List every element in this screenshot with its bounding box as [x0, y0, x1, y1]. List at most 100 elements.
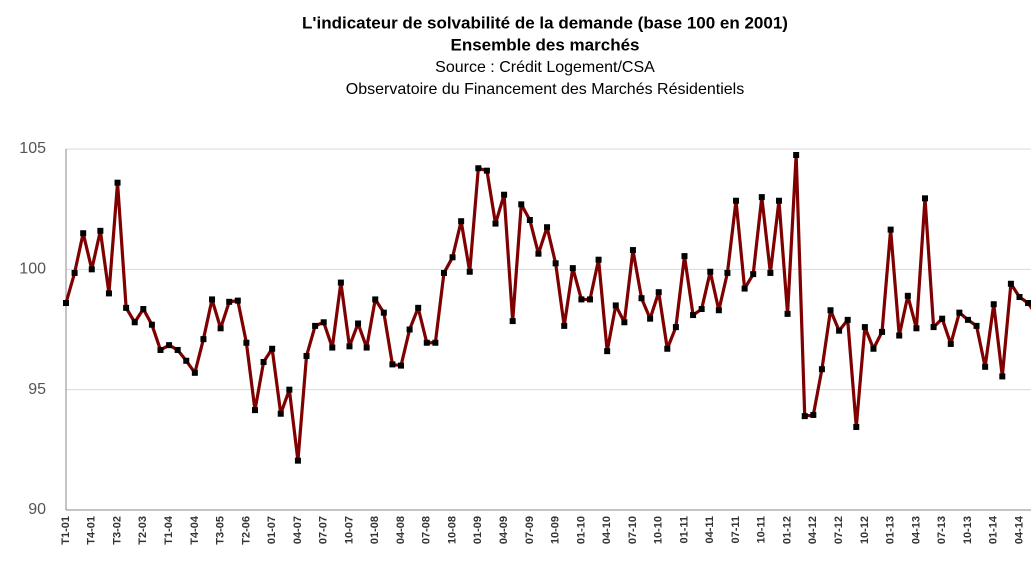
point-marker [741, 285, 748, 292]
point-marker [655, 289, 662, 296]
y-tick-label: 95 [28, 381, 46, 398]
point-marker [887, 226, 894, 233]
chart-subtitle: Ensemble des marchés [451, 35, 640, 54]
point-marker [449, 254, 456, 261]
x-tick-label: 10-07 [343, 516, 355, 544]
point-marker [879, 328, 886, 335]
point-marker [191, 369, 198, 376]
x-tick-label: 04-12 [807, 516, 819, 544]
point-marker [750, 271, 757, 278]
point-marker [733, 197, 740, 204]
x-tick-label: 01-10 [575, 516, 587, 544]
y-tick-label: 90 [28, 501, 46, 518]
point-marker [183, 357, 190, 364]
x-tick-label: T3-02 [111, 516, 123, 545]
chart-note: Observatoire du Financement des Marchés … [346, 81, 744, 98]
point-marker [775, 197, 782, 204]
point-marker [329, 344, 336, 351]
point-marker [80, 230, 87, 237]
point-marker [114, 179, 121, 186]
point-marker [518, 201, 525, 208]
point-marker [861, 324, 868, 331]
point-marker [586, 296, 593, 303]
x-tick-label: 01-14 [988, 515, 1000, 544]
point-marker [612, 302, 619, 309]
point-marker [836, 327, 843, 334]
point-marker [492, 220, 499, 227]
point-marker [664, 345, 671, 352]
point-marker [758, 194, 765, 201]
point-marker [690, 312, 697, 319]
grid [66, 148, 1031, 511]
point-marker [681, 253, 688, 260]
x-tick-label: 01-13 [885, 516, 897, 544]
point-marker [440, 269, 447, 276]
point-marker [303, 352, 310, 359]
x-tick-label: 07-10 [627, 516, 639, 544]
point-marker [294, 457, 301, 464]
x-tick-label: T1-04 [163, 515, 175, 545]
point-marker [810, 411, 817, 418]
point-marker [939, 315, 946, 322]
x-tick-label: 07-12 [833, 516, 845, 544]
x-tick-label: 10-09 [550, 516, 562, 544]
x-tick-label: 07-08 [421, 516, 433, 544]
point-marker [827, 307, 834, 314]
point-marker [604, 348, 611, 355]
chart-title: L'indicateur de solvabilité de la demand… [302, 13, 788, 32]
point-marker [389, 361, 396, 368]
axis-labels: 90 95 100 105 T1-01 T4-01 T3-02 T2-03 T1-04 T4-04… [19, 140, 1025, 545]
point-marker [312, 322, 319, 329]
point-marker [990, 301, 997, 308]
x-tick-label: 04-11 [704, 516, 716, 544]
x-tick-label: 04-07 [292, 516, 304, 544]
point-marker [466, 268, 473, 275]
x-tick-label: 01-12 [781, 516, 793, 544]
x-tick-label: 07-13 [936, 516, 948, 544]
x-tick-label: 07-11 [730, 516, 742, 544]
point-marker [406, 326, 413, 333]
point-marker [964, 316, 971, 323]
point-marker [140, 306, 147, 313]
point-marker [320, 319, 327, 326]
point-marker [904, 292, 911, 299]
point-marker [930, 324, 937, 331]
x-tick-label: T2-06 [240, 516, 252, 545]
point-marker [217, 325, 224, 332]
point-marker [372, 296, 379, 303]
y-tick-label: 105 [19, 140, 46, 157]
point-marker [337, 279, 344, 286]
point-marker [475, 165, 482, 172]
point-marker [260, 358, 267, 365]
point-marker [97, 227, 104, 234]
point-marker [1016, 294, 1023, 301]
point-marker [698, 306, 705, 313]
point-marker [200, 336, 207, 343]
point-marker [415, 304, 422, 311]
point-marker [956, 309, 963, 316]
x-tick-label: T2-03 [137, 516, 149, 545]
point-marker [363, 344, 370, 351]
point-marker [209, 296, 216, 303]
point-marker [123, 304, 130, 311]
point-marker [105, 290, 112, 297]
plot-area [63, 152, 1031, 464]
x-tick-label: 01-11 [678, 516, 690, 544]
point-marker [1025, 300, 1031, 307]
point-marker [853, 423, 860, 430]
x-tick-label: T4-01 [86, 516, 98, 545]
x-tick-label: 07-09 [524, 516, 536, 544]
point-marker [870, 345, 877, 352]
point-marker [561, 322, 568, 329]
point-marker [629, 247, 636, 254]
x-tick-label: 10-08 [446, 516, 458, 544]
point-marker [552, 260, 559, 267]
x-tick-label: 04-13 [910, 516, 922, 544]
point-marker [131, 319, 138, 326]
point-marker [535, 250, 542, 257]
point-marker [947, 340, 954, 347]
x-tick-label: 01-09 [472, 516, 484, 544]
point-marker [277, 410, 284, 417]
x-tick-label: 10-11 [756, 516, 768, 544]
